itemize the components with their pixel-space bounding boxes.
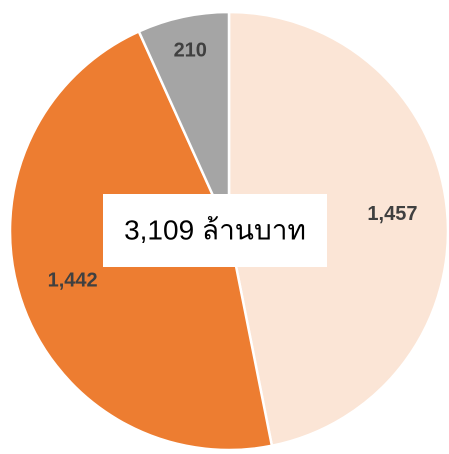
pie-slice xyxy=(137,10,231,232)
data-labels: 1,457 1,442 210 xyxy=(48,39,418,291)
pie-slice xyxy=(227,10,449,448)
pie xyxy=(8,10,449,452)
data-label: 210 xyxy=(174,39,207,61)
center-label: 3,109 ล้านบาท xyxy=(124,214,306,245)
center-box xyxy=(103,194,327,267)
data-label: 1,457 xyxy=(367,203,417,225)
data-label: 1,442 xyxy=(48,270,98,292)
